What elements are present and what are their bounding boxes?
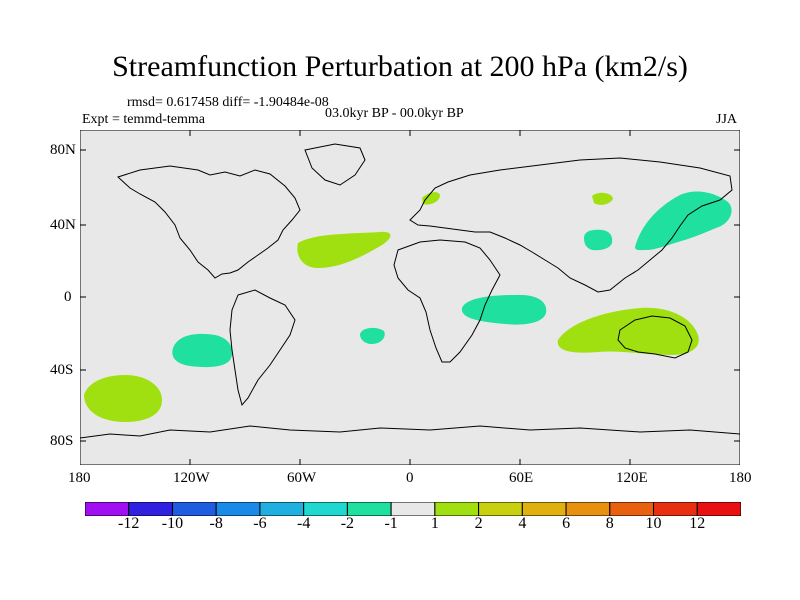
colorbar-label: -4 [296,515,311,532]
colorbar-box [565,502,611,516]
lon-label-120e: 120E [616,470,648,486]
colorbar-box [653,502,698,516]
coast-africa [393,239,501,363]
lon-label-180w: 180 [68,470,91,486]
coast-north-america [117,165,301,279]
coast-eurasia [409,157,733,293]
lat-label-80s: 80S [50,433,74,449]
colorbar-box [696,502,741,516]
stats-text: rmsd= 0.617458 diff= -1.90484e-08 [127,95,329,110]
lon-label-180e: 180 [729,470,752,486]
coast-greenland [304,143,366,186]
negative-region-east-pacific [172,333,233,368]
colorbar-box [171,502,217,516]
colorbar-label: -8 [209,515,223,532]
colorbar-box [609,502,655,516]
colorbar-box [390,502,436,516]
lon-label-60e: 60E [509,470,534,486]
lon-label-0: 0 [406,470,414,486]
lat-label-0: 0 [64,289,72,305]
negative-region-east-africa [461,294,547,325]
colorbar [85,502,741,516]
positive-region-australia [557,307,699,355]
colorbar-labels: -12 -10 -8 -6 -4 -2 -1 1 2 4 6 8 10 12 [0,515,800,535]
colorbar-label: 1 [430,515,439,532]
lon-label-120w: 120W [173,470,210,486]
lat-label-40s: 40S [50,362,74,378]
colorbar-box [478,502,523,516]
coast-antarctica [80,425,740,439]
positive-region-south-pacific [84,375,162,422]
colorbar-box [85,502,130,516]
colorbar-label: -10 [161,515,184,532]
colorbar-label: 10 [645,515,662,532]
coast-south-america [229,289,296,407]
colorbar-label: -12 [118,515,140,532]
colorbar-label: 8 [605,515,614,532]
colorbar-label: 4 [518,515,527,532]
coast-australia [617,315,693,359]
negative-region-east-asia [584,229,613,251]
plot-title: Streamfunction Perturbation at 200 hPa (… [112,50,688,83]
coastlines [80,143,740,439]
colorbar-box [128,502,173,516]
lon-label-60w: 60W [287,470,317,486]
colorbar-label: -2 [340,515,355,532]
colorbar-box [259,502,305,516]
colorbar-box [215,502,261,516]
negative-region-south-atlantic [360,327,385,344]
lat-label-80n: 80N [50,142,76,158]
map-frame [80,130,740,465]
experiment-text: Expt = temmd-temma [82,112,205,127]
colorbar-label: 6 [562,515,571,532]
positive-region-north-atlantic [297,231,391,268]
map-plot [80,130,740,465]
colorbar-label: -1 [384,515,398,532]
axis-ticks [80,130,740,465]
colorbar-box [521,502,567,516]
positive-region-east-asia [592,192,613,205]
season-label: JJA [716,112,738,127]
lat-label-40n: 40N [50,217,76,233]
colorbar-box [303,502,348,516]
colorbar-label: 2 [474,515,483,532]
colorbar-label: -6 [253,515,267,532]
period-text: 03.0kyr BP - 00.0kyr BP [325,106,464,121]
colorbar-box [346,502,392,516]
colorbar-box [434,502,480,516]
positive-region-scandinavia [422,192,440,205]
colorbar-label: 12 [689,515,706,532]
